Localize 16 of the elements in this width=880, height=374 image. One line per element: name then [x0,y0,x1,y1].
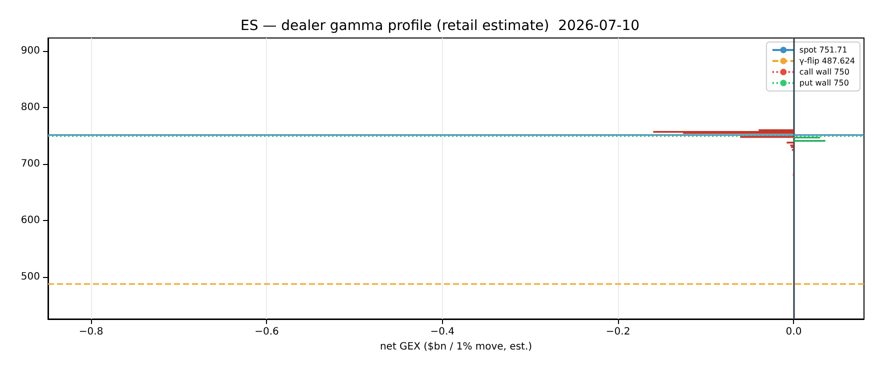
chart-title: ES — dealer gamma profile (retail estimate) 2026-07-10 [240,18,640,34]
y-tick-label: 700 [20,158,40,170]
y-tick-label: 600 [20,215,40,226]
x-tick-label: −0.2 [606,326,630,338]
legend-label: spot 751.71 [799,46,848,54]
y-tick-label: 900 [20,46,40,57]
x-tick-label: 0.0 [786,326,802,338]
y-tick-label: 500 [20,272,40,283]
legend-label: γ-flip 487.624 [799,56,856,66]
legend-label: put wall 750 [799,78,849,88]
y-tick-label: 800 [20,102,40,114]
x-tick-label: −0.8 [78,326,104,338]
x-tick-label: −0.6 [254,326,279,338]
x-tick-label: −0.4 [430,326,455,338]
legend-label: call wall 750 [799,68,850,76]
x-axis-title: net GEX ($bn / 1% move, est.) [380,341,532,352]
